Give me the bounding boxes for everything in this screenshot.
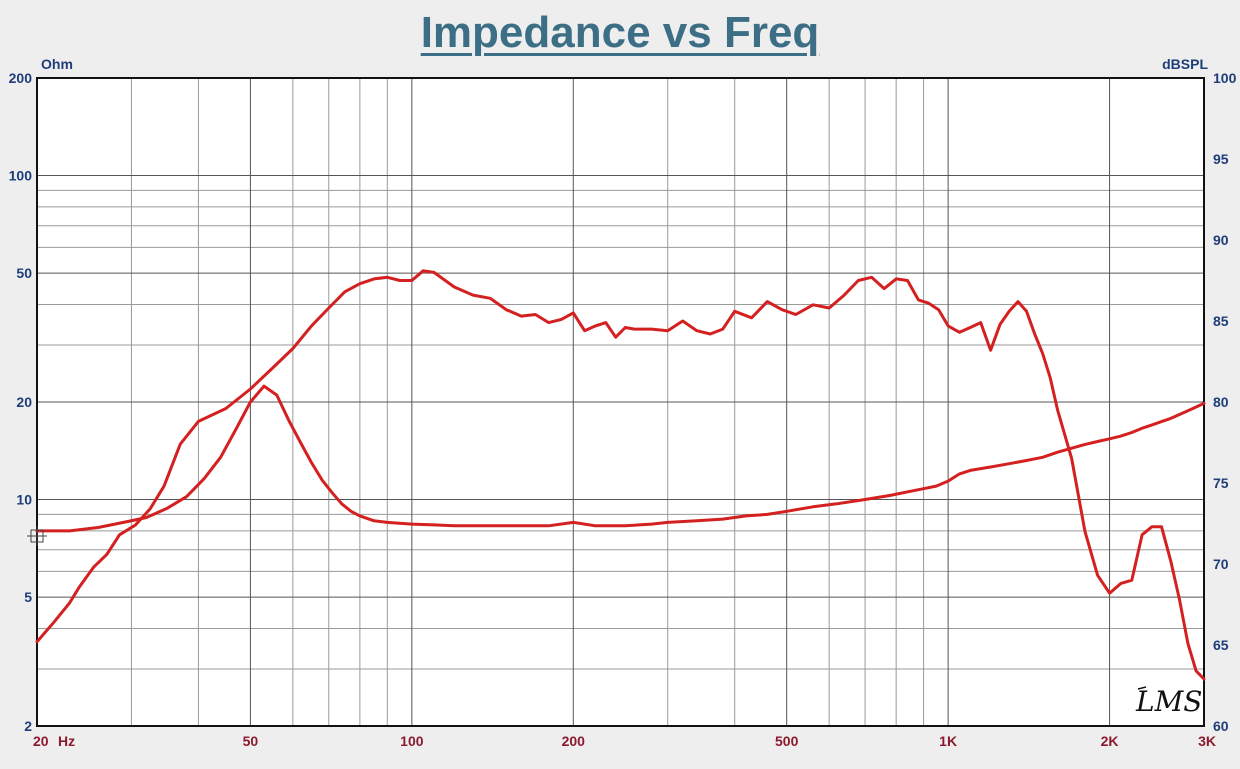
y-right-tick-label: 60 (1213, 718, 1229, 734)
x-tick-label: 50 (243, 733, 259, 749)
y-left-tick-label: 10 (16, 492, 32, 508)
y-right-tick-label: 95 (1213, 151, 1229, 167)
x-tick-label: 2K (1101, 733, 1119, 749)
y-left-axis: 2 5 10 20 50 100 200 (9, 70, 33, 734)
lms-logo: LMS (1135, 685, 1202, 718)
x-tick-label: 3K (1198, 733, 1216, 749)
lms-logo-text: LMS (1135, 685, 1202, 718)
y-left-tick-label: 50 (16, 265, 32, 281)
grid-major (37, 78, 1204, 726)
x-tick-label: 20 (33, 733, 49, 749)
y-right-tick-label: 75 (1213, 475, 1229, 491)
y-right-unit-label: dBSPL (1162, 56, 1208, 72)
y-left-tick-label: 200 (9, 70, 33, 86)
y-right-tick-label: 65 (1213, 637, 1229, 653)
x-tick-label: 1K (939, 733, 957, 749)
y-left-tick-label: 20 (16, 394, 32, 410)
y-left-tick-label: 100 (9, 168, 33, 184)
x-unit-label: Hz (58, 733, 75, 749)
chart-title: Impedance vs Freq (420, 8, 820, 57)
y-left-tick-label: 5 (24, 589, 32, 605)
y-left-unit-label: Ohm (41, 56, 73, 72)
impedance-line (35, 384, 1206, 533)
series-layer (35, 269, 1206, 681)
spl-line (35, 269, 1206, 681)
cursor-marker-icon[interactable] (27, 526, 47, 546)
x-tick-label: 200 (562, 733, 586, 749)
y-left-tick-label: 2 (24, 718, 32, 734)
y-right-tick-label: 85 (1213, 313, 1229, 329)
y-right-axis: 60 65 70 75 80 85 90 95 100 (1213, 70, 1237, 734)
x-axis: 20 50 100 200 500 1K 2K 3K (33, 733, 1216, 749)
x-tick-label: 100 (400, 733, 424, 749)
x-tick-label: 500 (775, 733, 799, 749)
y-right-tick-label: 80 (1213, 394, 1229, 410)
y-right-tick-label: 70 (1213, 556, 1229, 572)
y-right-tick-label: 100 (1213, 70, 1237, 86)
y-right-tick-label: 90 (1213, 232, 1229, 248)
